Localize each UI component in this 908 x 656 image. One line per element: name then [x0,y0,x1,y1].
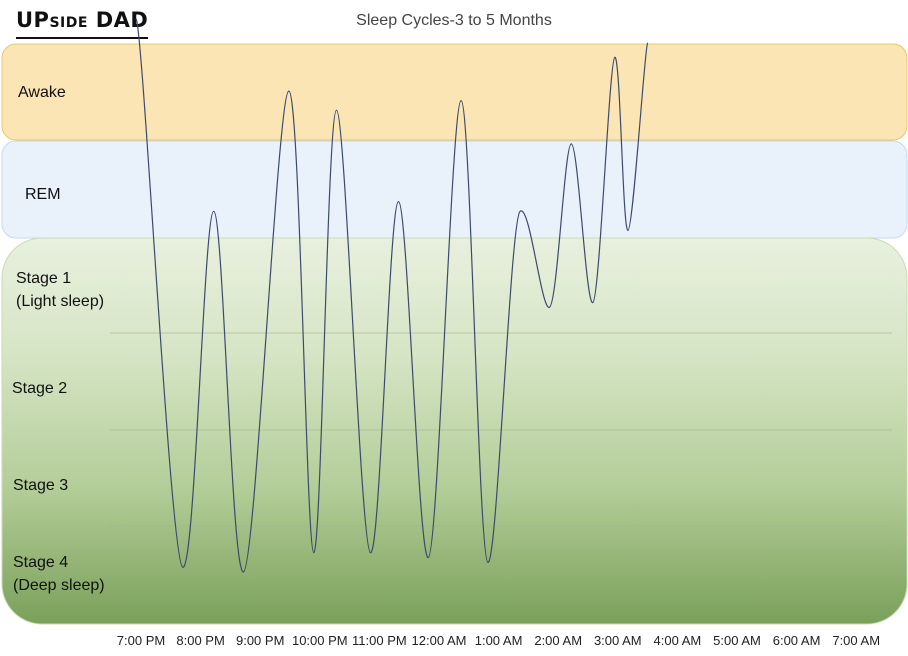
x-tick-label-8: 2:00 AM [534,633,582,648]
band-label-rem: REM [25,186,61,203]
x-tick-label-13: 7:00 AM [832,633,880,648]
x-tick-label-5: 11:00 PM [352,633,407,648]
band-awake [1,43,908,141]
band-sleep-stages [1,237,908,625]
x-tick-label-12: 6:00 AM [773,633,821,648]
x-tick-label-6: 12:00 AM [412,633,467,648]
band-label-stage-1-sub: (Light sleep) [16,293,104,310]
x-tick-label-4: 10:00 PM [292,633,348,648]
x-tick-label-2: 8:00 PM [176,633,224,648]
chart-title: Sleep Cycles-3 to 5 Months [356,12,552,29]
upside-dad-logo: UPSIDE DAD [16,8,149,39]
logo-text: UPSIDE DAD [16,8,148,32]
x-tick-label-3: 9:00 PM [236,633,284,648]
x-tick-label-9: 3:00 AM [594,633,642,648]
logo-text-side: SIDE [49,15,88,31]
x-tick-label-11: 5:00 AM [713,633,761,648]
x-tick-label-7: 1:00 AM [475,633,523,648]
band-label-stage-3: Stage 3 [13,477,68,494]
band-label-stage-2: Stage 2 [12,380,67,397]
x-tick-label-1: 7:00 PM [117,633,165,648]
band-label-stage-4-sub: (Deep sleep) [13,577,105,594]
logo-underline [16,37,149,39]
band-label-awake: Awake [18,84,66,101]
x-tick-label-10: 4:00 AM [654,633,702,648]
sleep-cycle-line [135,18,649,573]
band-label-stage-4: Stage 4 [13,554,68,571]
logo-text-up: UP [16,8,50,32]
band-label-stage-1: Stage 1 [16,270,71,287]
logo-text-dad: DAD [87,8,149,32]
